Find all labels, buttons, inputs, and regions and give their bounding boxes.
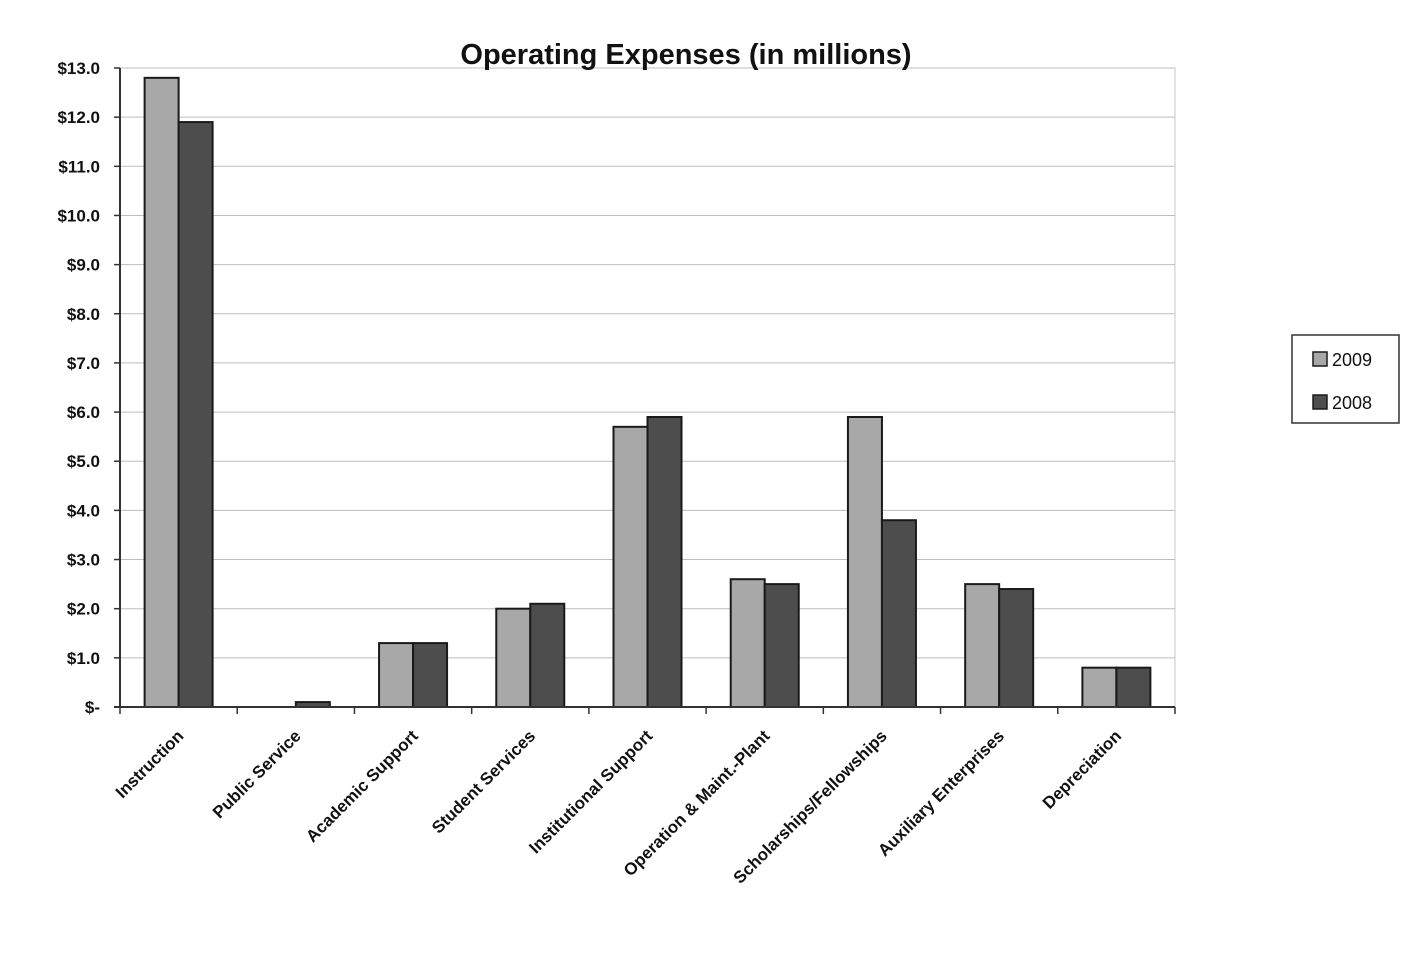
bar-2008-9 (1115, 666, 1152, 709)
x-tick-label: Student Services (428, 726, 539, 837)
y-tick-labels: $- $1.0 $2.0 $3.0 $4.0 $5.0 $6.0 $7.0 $8.0 $9.0 $1… (57, 59, 100, 717)
legend-label: 2009 (1332, 350, 1372, 370)
y-tick-label: $13.0 (57, 59, 100, 78)
bar-2008-3 (412, 642, 449, 708)
y-tick-label: $10.0 (57, 206, 100, 225)
bar-2008-5 (646, 415, 683, 708)
axes (114, 67, 1176, 714)
x-tick-label: Public Service (209, 726, 305, 822)
bar-2008-7 (880, 519, 917, 709)
y-tick-label: $3.0 (67, 551, 100, 570)
y-tick-label: $12.0 (57, 108, 100, 127)
bar-2008-6 (763, 583, 800, 708)
bar-2009-4 (495, 607, 532, 709)
bar-2009-9 (1081, 666, 1118, 709)
x-tick-label: Auxiliary Enterprises (874, 726, 1008, 860)
bar-2008-8 (998, 588, 1035, 708)
y-tick-label: $9.0 (67, 256, 100, 275)
x-tick-label: Instruction (112, 726, 188, 802)
bar-2008-1 (177, 121, 214, 709)
chart-title: Operating Expenses (in millions) (460, 39, 911, 71)
bar-2008-4 (529, 602, 566, 708)
y-tick-label: $8.0 (67, 305, 100, 324)
bar-2009-5 (612, 425, 649, 708)
legend-swatch-2008 (1312, 394, 1328, 410)
y-tick-label: $1.0 (67, 649, 100, 668)
bar-2009-7 (846, 415, 883, 708)
x-tick-label: Depreciation (1039, 726, 1125, 812)
y-tick-label: $11.0 (58, 157, 100, 176)
y-tick-label: $- (85, 698, 100, 717)
bar-2009-8 (964, 583, 1001, 708)
legend: 2009 2008 (1291, 334, 1400, 424)
y-tick-label: $6.0 (67, 403, 100, 422)
y-tick-label: $4.0 (67, 501, 100, 520)
bar-2009-1 (143, 76, 180, 709)
y-tick-label: $5.0 (67, 452, 100, 471)
legend-swatch-2009 (1312, 351, 1328, 367)
legend-label: 2008 (1332, 393, 1372, 413)
x-tick-label: Institutional Support (525, 726, 656, 857)
x-tick-label: Academic Support (302, 726, 422, 846)
bar-2009-6 (729, 578, 766, 709)
y-tick-label: $7.0 (67, 354, 100, 373)
legend-box (1291, 334, 1400, 424)
bars (143, 76, 1152, 709)
bar-2009-3 (378, 642, 415, 708)
y-tick-label: $2.0 (67, 600, 100, 619)
